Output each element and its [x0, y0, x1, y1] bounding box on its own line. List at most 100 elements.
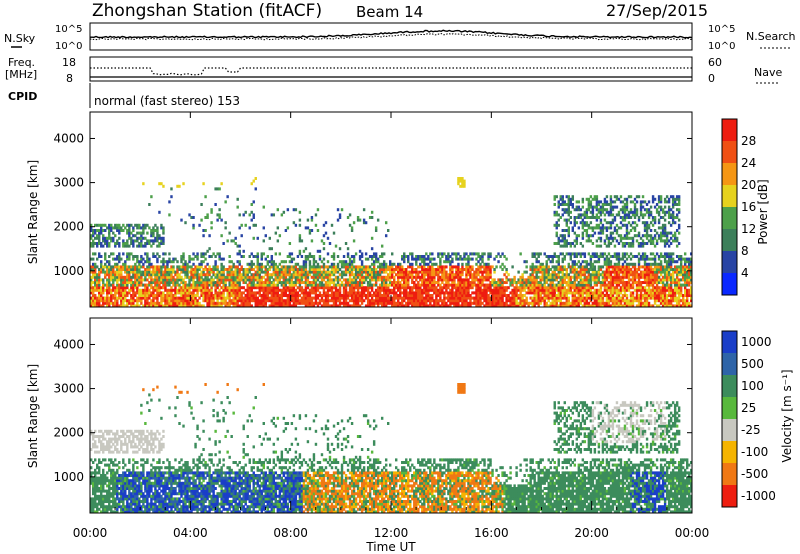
power-cell: [537, 291, 540, 295]
power-cell: [240, 255, 243, 258]
power-cell: [433, 291, 436, 295]
power-cell: [621, 278, 625, 282]
power-cell: [443, 273, 446, 277]
power-cell: [535, 283, 538, 287]
power-cell: [553, 278, 556, 282]
power-cell: [188, 304, 191, 308]
power-cell: [340, 283, 344, 287]
power-cell: [158, 265, 161, 269]
power-cell: [575, 268, 579, 271]
power-cell: [561, 236, 564, 240]
power-cell: [278, 252, 282, 256]
power-cell: [172, 268, 175, 271]
power-cell: [142, 270, 145, 274]
power-cell: [180, 286, 183, 290]
power-cell: [110, 283, 113, 287]
power-cell: [304, 283, 308, 287]
power-cell: [417, 299, 420, 303]
power-cell: [557, 242, 560, 245]
power-cell: [617, 296, 621, 300]
power-cell: [368, 275, 372, 279]
power-cell: [352, 288, 356, 292]
power-cell: [358, 273, 362, 277]
power-cell: [192, 268, 195, 271]
power-cell: [557, 203, 560, 206]
power-cell: [451, 252, 454, 256]
power-cell: [539, 283, 542, 287]
power-cell: [511, 291, 514, 295]
power-cell: [575, 205, 579, 209]
power-cell: [380, 304, 384, 308]
power-cell: [573, 275, 577, 279]
power-cell: [200, 278, 203, 282]
power-cell: [142, 257, 145, 261]
power-cell: [547, 265, 550, 269]
power-cell: [555, 275, 558, 279]
power-cell: [603, 257, 607, 261]
power-cell: [126, 275, 129, 279]
power-cell: [256, 255, 259, 258]
power-cell: [164, 283, 167, 287]
power-cell: [585, 301, 589, 305]
power-cell: [214, 187, 217, 191]
power-cell: [96, 304, 99, 308]
power-cell: [549, 275, 552, 279]
power-cell: [483, 291, 486, 295]
power-cell: [142, 273, 145, 277]
power-cell: [535, 301, 538, 305]
power-cell: [621, 210, 625, 214]
power-cell: [214, 273, 217, 277]
power-cell: [284, 286, 288, 290]
power-cell: [116, 283, 119, 287]
power-cell: [591, 278, 595, 282]
power-cell: [555, 210, 558, 214]
power-cell: [152, 294, 155, 297]
power-cell: [260, 304, 263, 308]
power-cell: [218, 213, 221, 217]
power-cell: [140, 301, 143, 305]
power-cell: [607, 299, 611, 303]
power-cell: [617, 304, 621, 308]
power-cell: [148, 270, 151, 274]
power-cell: [320, 273, 324, 277]
power-cell: [120, 257, 123, 261]
power-cell: [629, 296, 633, 300]
power-cell: [220, 296, 223, 300]
power-cell: [280, 213, 284, 217]
power-cell: [437, 278, 440, 282]
power-cell: [308, 265, 312, 269]
power-cell: [555, 242, 558, 245]
power-cell: [104, 283, 107, 287]
freq-tick-bottom: 8: [66, 72, 73, 85]
power-cell: [184, 299, 187, 303]
power-cell: [330, 278, 334, 282]
power-cell: [587, 270, 591, 274]
power-cell: [328, 294, 332, 297]
power-cell: [292, 268, 296, 271]
power-cell: [613, 244, 617, 248]
power-cell: [240, 278, 243, 282]
power-cell: [346, 283, 350, 287]
power-cell: [122, 229, 125, 232]
power-cell: [154, 278, 157, 282]
power-cell: [411, 296, 414, 300]
power-cell: [617, 262, 621, 266]
power-cell: [370, 283, 374, 287]
power-cell: [92, 281, 95, 284]
power-cell: [575, 299, 579, 303]
power-cell: [232, 281, 235, 284]
power-cell: [451, 299, 454, 303]
power-cell: [312, 275, 316, 279]
power-cell: [561, 275, 564, 279]
power-cell: [447, 273, 450, 277]
power-cell: [290, 304, 294, 308]
power-cell: [567, 231, 570, 235]
power-cell: [569, 221, 572, 225]
power-cell: [112, 288, 115, 292]
power-cell: [391, 283, 394, 287]
power-cell: [178, 288, 181, 292]
power-cell: [306, 291, 310, 295]
power-cell: [611, 304, 615, 308]
power-cell: [100, 294, 103, 297]
power-cell: [623, 208, 627, 212]
